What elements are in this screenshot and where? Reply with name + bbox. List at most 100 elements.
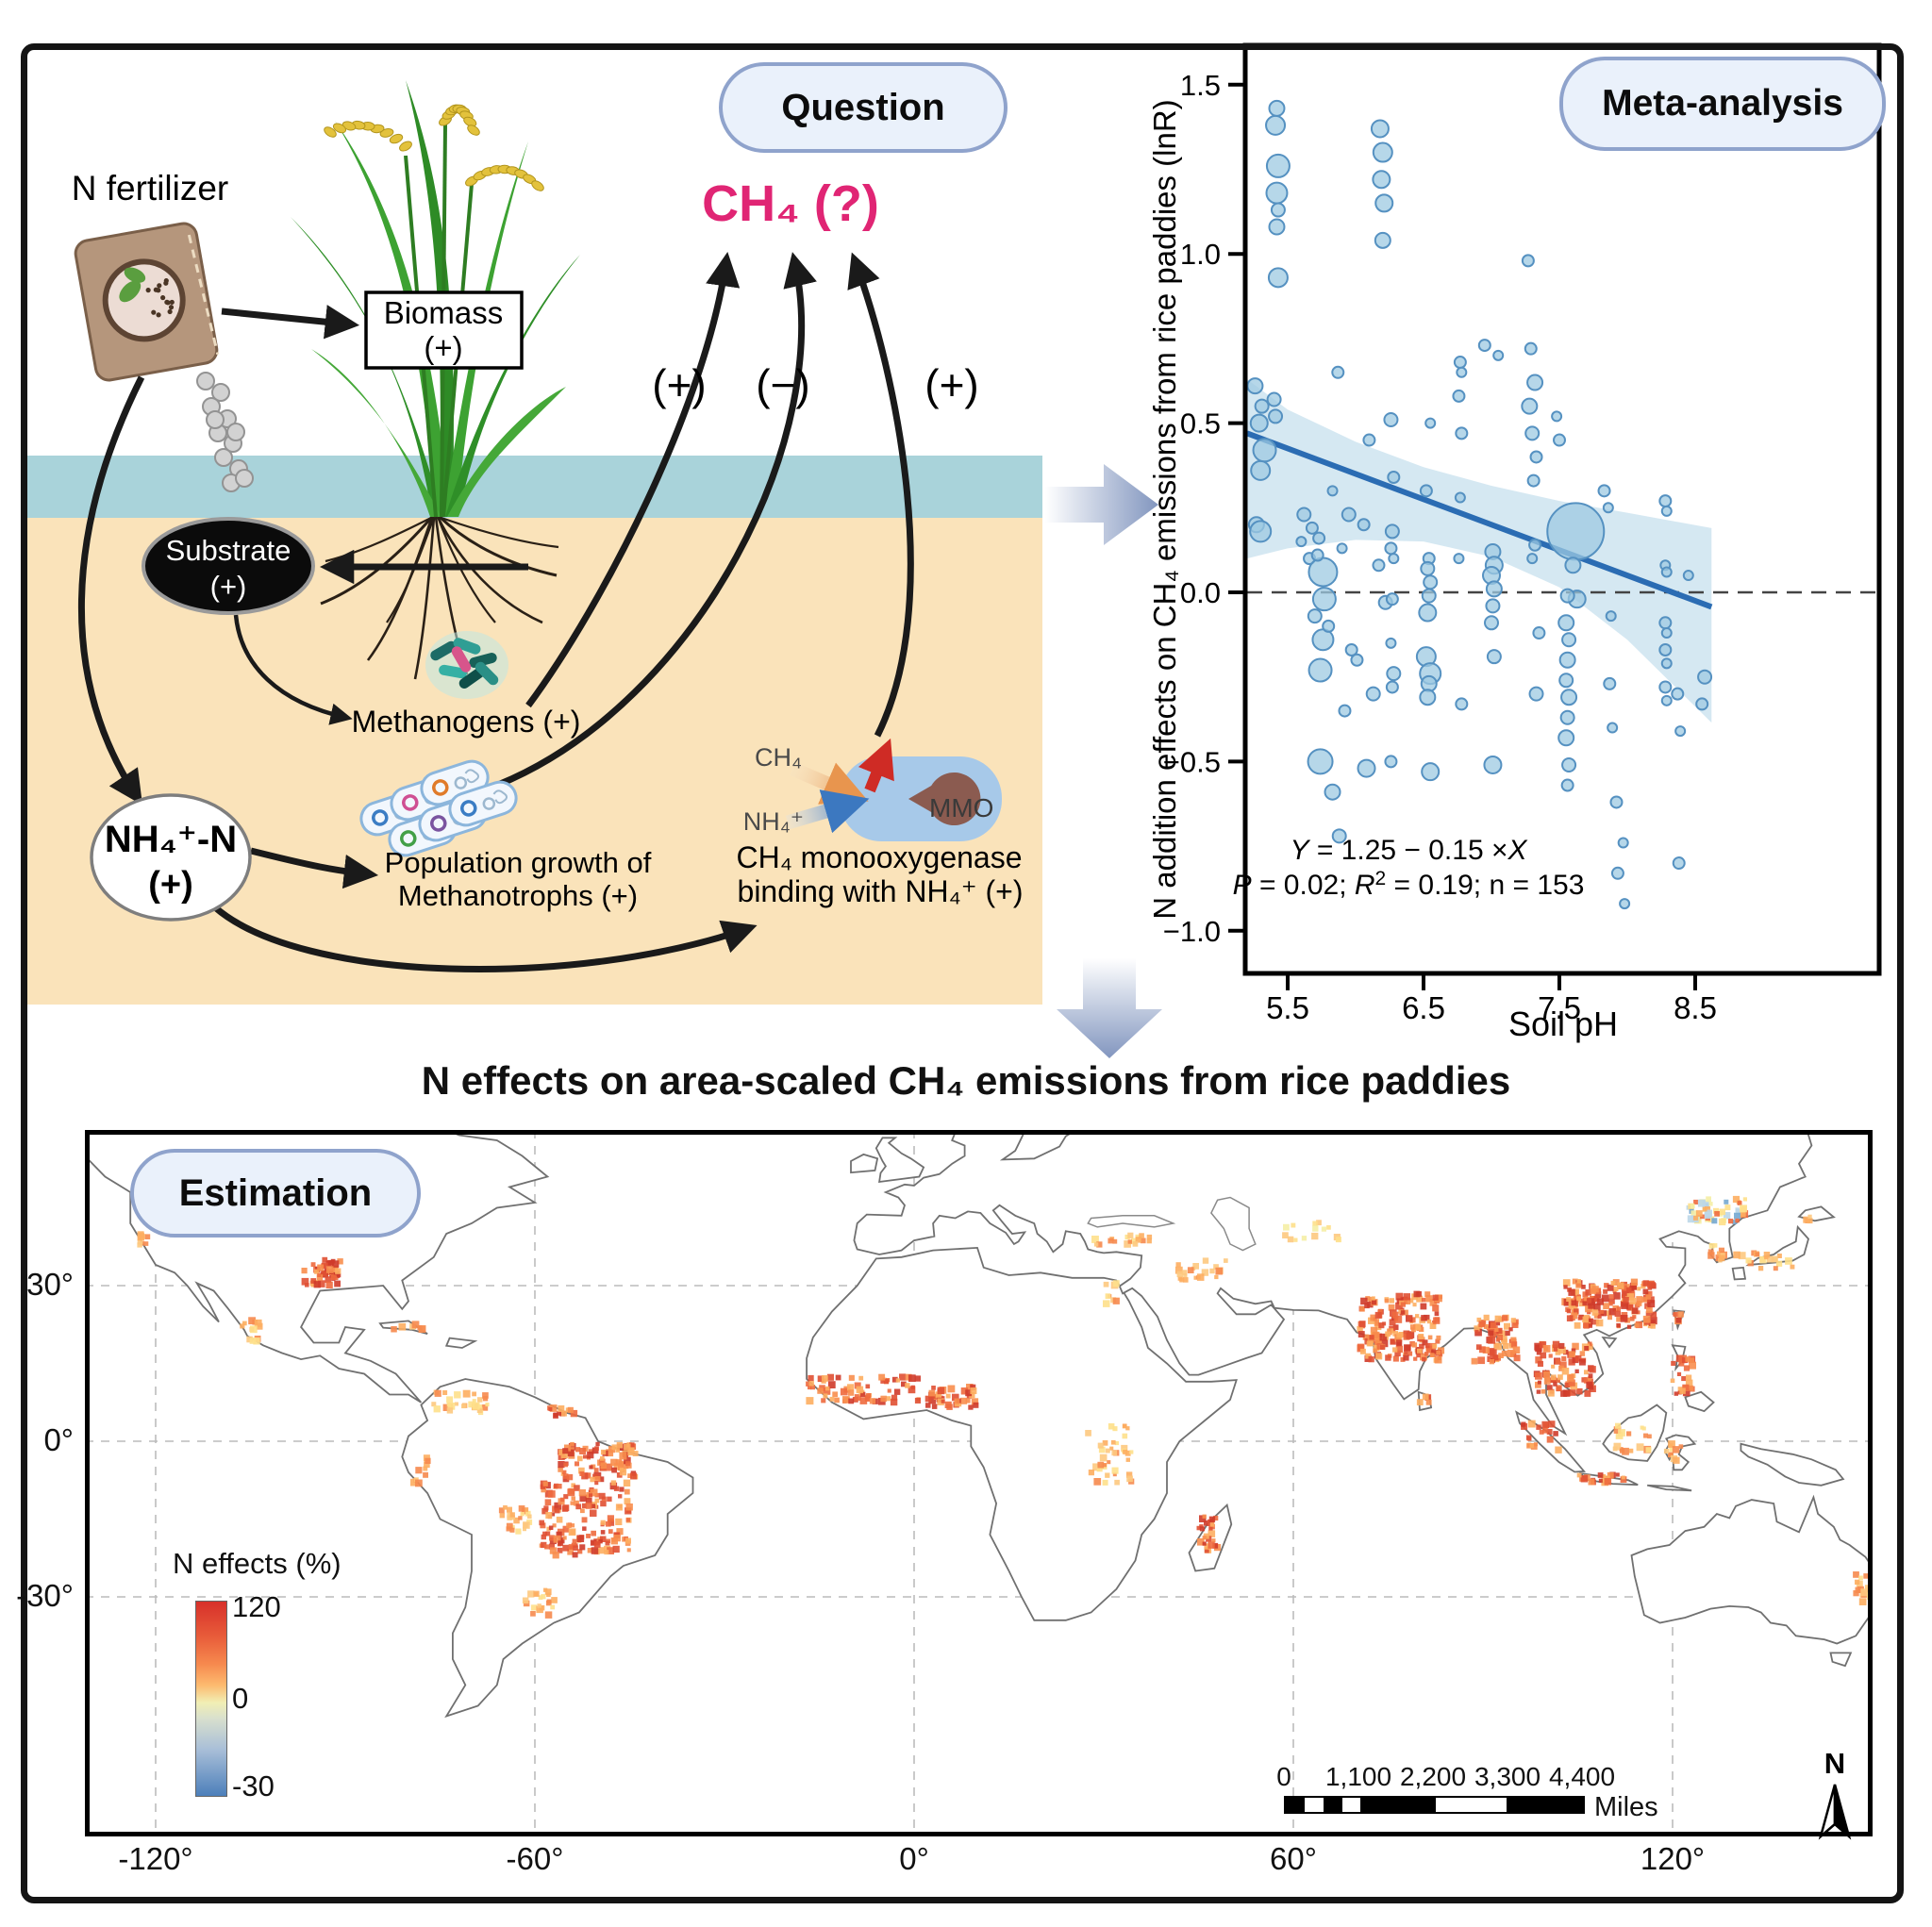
land-lesser-sunda bbox=[1647, 1484, 1692, 1492]
map-lon-label-0: 0° bbox=[899, 1841, 929, 1876]
sign-plus-left: (+) bbox=[652, 360, 707, 409]
land-borneo bbox=[1602, 1404, 1668, 1462]
rice-grain-panicles bbox=[324, 104, 544, 191]
svg-text:1.0: 1.0 bbox=[1180, 238, 1221, 271]
substrate-sign: (+) bbox=[210, 570, 247, 603]
axis-ticks: 1.5 1.0 0.5 0.0 −0.5 −1.0 5.5 6.5 7.5 8.5 bbox=[1163, 69, 1717, 1025]
biomass-label: Biomass bbox=[384, 295, 504, 330]
question-pill-label: Question bbox=[781, 86, 945, 128]
legend-tick--30: -30 bbox=[232, 1769, 275, 1802]
map-lat-label-0: 0° bbox=[43, 1422, 74, 1457]
nh4-sign: (+) bbox=[148, 865, 193, 905]
scale-label-3300: 3,300 bbox=[1474, 1762, 1541, 1791]
methanogens-icon bbox=[425, 631, 508, 699]
svg-text:8.5: 8.5 bbox=[1674, 990, 1717, 1025]
arrow-nh4-to-methanotrophs bbox=[250, 847, 379, 889]
estimation-pill-label: Estimation bbox=[178, 1171, 373, 1214]
land-uk bbox=[874, 1137, 925, 1184]
arrow-methanotrophs-to-ch4 bbox=[496, 252, 817, 789]
map-legend-colorbar bbox=[195, 1601, 227, 1797]
mmo-nh4-label: NH₄⁺ bbox=[743, 807, 804, 836]
monooxygenase-label-2: binding with NH₄⁺ (+) bbox=[738, 874, 1024, 908]
meta-analysis-scatter-plot: 1.5 1.0 0.5 0.0 −0.5 −1.0 5.5 6.5 7.5 8.5 N addit… bbox=[1147, 42, 1882, 1043]
svg-text:−1.0: −1.0 bbox=[1163, 915, 1221, 948]
water-layer bbox=[27, 456, 1042, 518]
arrow-nh4-to-mmo-binding bbox=[212, 905, 758, 972]
arrow-to-meta-analysis bbox=[1045, 464, 1158, 545]
map-lat-label-30: 30° bbox=[26, 1267, 74, 1302]
mechanism-diagram: Substrate (+) Biomass (+) NH₄⁺-N (+) bbox=[27, 80, 1162, 1058]
arrow-to-estimation bbox=[1057, 958, 1162, 1058]
map-lat-label--30: -30° bbox=[16, 1578, 74, 1613]
map-scale-bar: 0 1,100 2,200 3,300 4,400 Miles bbox=[1269, 1762, 1665, 1822]
map-frame bbox=[85, 1130, 1873, 1836]
map-legend-title: N effects (%) bbox=[173, 1547, 341, 1580]
mmo-enzyme-icon bbox=[908, 772, 981, 825]
meta-analysis-pill-label: Meta-analysis bbox=[1602, 83, 1843, 124]
mmo-ch4-label: CH₄ bbox=[755, 743, 802, 772]
scatter-dynamic-layers: 1.5 1.0 0.5 0.0 −0.5 −1.0 5.5 6.5 7.5 8.5 bbox=[1163, 69, 1877, 1025]
biomass-sign: (+) bbox=[424, 330, 462, 365]
scatter-points bbox=[1246, 99, 1713, 910]
rice-roots bbox=[320, 515, 559, 680]
nh4-label: NH₄⁺-N bbox=[105, 819, 237, 860]
land-honshu bbox=[1745, 1224, 1809, 1267]
map-section-title: N effects on area-scaled CH₄ emissions f… bbox=[421, 1058, 1511, 1103]
sign-minus-mid: (−) bbox=[756, 360, 810, 409]
population-label-1: Population growth of bbox=[385, 846, 652, 879]
x-axis-title: Soil pH bbox=[1508, 1005, 1618, 1043]
land-new-guinea bbox=[1740, 1442, 1845, 1487]
north-arrow-icon: N bbox=[1818, 1747, 1852, 1840]
estimation-pill: Estimation bbox=[130, 1149, 421, 1238]
population-label-2: Methanotrophs (+) bbox=[398, 879, 638, 912]
land-mindanao bbox=[1684, 1390, 1715, 1413]
map-lon-label--60: -60° bbox=[506, 1841, 564, 1876]
svg-text:5.5: 5.5 bbox=[1266, 990, 1309, 1025]
land-africa bbox=[806, 1246, 1238, 1621]
land-hispaniola bbox=[444, 1337, 478, 1349]
land-hainan bbox=[1601, 1336, 1618, 1349]
methanogens-label: Methanogens (+) bbox=[352, 705, 581, 739]
meta-analysis-pill: Meta-analysis bbox=[1559, 57, 1886, 151]
flow-arrows bbox=[77, 251, 914, 972]
legend-tick-120: 120 bbox=[232, 1590, 281, 1623]
arrow-substrate-to-methanogens bbox=[233, 614, 353, 725]
regression-equation-line1: Y = 1.25 − 0.15 ×X bbox=[1290, 835, 1527, 866]
svg-text:1.5: 1.5 bbox=[1180, 69, 1221, 102]
map-lon-label--120: -120° bbox=[118, 1841, 193, 1876]
ch4-question-label: CH₄ (?) bbox=[702, 175, 879, 232]
monooxygenase-label-1: CH₄ monooxygenase bbox=[737, 840, 1023, 874]
regression-stats-line2: P = 0.02; R2 = 0.19; n = 153 bbox=[1233, 868, 1585, 901]
regression-line bbox=[1245, 430, 1713, 610]
land-kyushu bbox=[1731, 1266, 1747, 1281]
land-tasmania bbox=[1829, 1652, 1853, 1668]
mmo-label: MMO bbox=[929, 793, 993, 822]
arrow-methanogens-to-ch4 bbox=[525, 251, 741, 708]
svg-text:0.5: 0.5 bbox=[1180, 407, 1221, 440]
map-lon-label-120: 120° bbox=[1640, 1841, 1706, 1876]
scale-label-2200: 2,200 bbox=[1399, 1762, 1467, 1791]
n-effect-patches bbox=[137, 1195, 1873, 1619]
svg-text:7.5: 7.5 bbox=[1538, 990, 1581, 1025]
map-lon-label-60: 60° bbox=[1270, 1841, 1317, 1876]
north-label: N bbox=[1824, 1747, 1845, 1780]
arrow-bag-to-biomass bbox=[221, 305, 360, 340]
y-axis-title: N addition effects on CH₄ emissions from… bbox=[1147, 99, 1182, 919]
sign-plus-right: (+) bbox=[924, 360, 979, 409]
scale-label-1100: 1,100 bbox=[1324, 1762, 1392, 1791]
svg-text:0.0: 0.0 bbox=[1180, 576, 1221, 609]
svg-text:6.5: 6.5 bbox=[1402, 990, 1445, 1025]
mmo-illustration: MMO CH₄ NH₄⁺ bbox=[743, 738, 1002, 841]
methanotrophs-icon bbox=[359, 759, 518, 857]
arrow-mmo-to-ch4 bbox=[847, 252, 914, 738]
scale-unit-label: Miles bbox=[1594, 1792, 1658, 1822]
question-pill: Question bbox=[719, 62, 1008, 153]
nh4-node: NH₄⁺-N (+) bbox=[90, 793, 252, 922]
svg-text:−0.5: −0.5 bbox=[1163, 745, 1221, 778]
estimation-world-map bbox=[85, 1130, 1873, 1836]
substrate-label: Substrate bbox=[166, 534, 291, 567]
fertilizer-bag-icon bbox=[74, 222, 220, 382]
fertilizer-granules-icon bbox=[196, 372, 254, 492]
confidence-band bbox=[1246, 378, 1712, 723]
